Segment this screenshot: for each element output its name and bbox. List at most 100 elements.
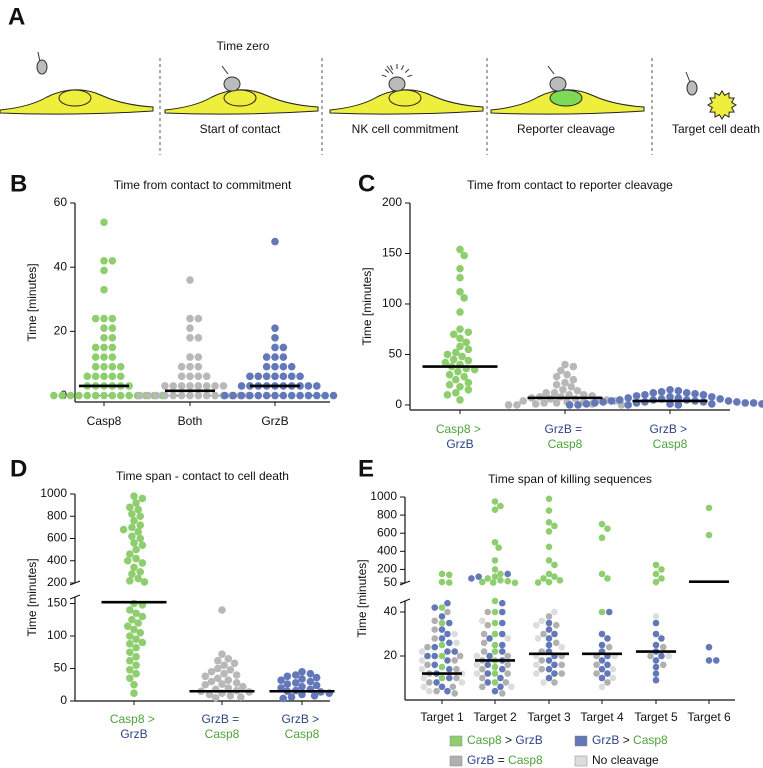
data-point: [91, 314, 100, 323]
data-point: [460, 251, 468, 260]
data-point: [758, 400, 763, 408]
data-point: [451, 648, 459, 655]
data-point: [504, 661, 512, 669]
data-point: [108, 256, 117, 265]
data-point: [279, 372, 288, 381]
data-point: [220, 661, 228, 670]
data-point: [552, 621, 560, 629]
data-point: [478, 665, 486, 673]
data-point: [464, 345, 473, 354]
data-point: [545, 543, 553, 551]
data-point: [569, 362, 578, 371]
data-point: [532, 621, 540, 629]
data-point: [420, 683, 428, 691]
data-point: [749, 399, 758, 407]
data-point: [551, 679, 558, 686]
data-point: [152, 391, 161, 400]
data-point: [598, 534, 606, 542]
data-point: [484, 621, 492, 629]
data-point: [277, 676, 285, 684]
data-point: [486, 635, 493, 642]
y-axis-label: Time [minutes]: [355, 559, 369, 637]
data-point: [119, 525, 128, 534]
data-point: [262, 372, 271, 381]
x-tick-label: GrzB: [261, 414, 288, 428]
data-point: [545, 657, 553, 664]
data-point: [431, 604, 439, 611]
data-point: [83, 372, 92, 381]
data-point: [604, 575, 611, 582]
data-point: [100, 266, 108, 275]
data-point: [116, 391, 125, 400]
data-point: [724, 397, 733, 405]
data-point: [632, 392, 641, 400]
data-point: [538, 665, 546, 673]
data-point: [221, 391, 229, 400]
data-point: [532, 670, 540, 677]
label-line: Casp8: [548, 437, 583, 451]
data-point: [58, 391, 66, 400]
y-tick-label: 100: [47, 628, 67, 642]
data-point: [291, 671, 300, 679]
data-point: [674, 401, 683, 409]
data-point: [652, 670, 660, 677]
data-point: [136, 628, 145, 637]
data-point: [624, 394, 632, 402]
y-tick-label: 800: [47, 508, 67, 522]
data-point: [144, 391, 152, 400]
x-tick-label: Target 4: [580, 710, 624, 724]
legend-label: Casp8 > GrzB: [467, 733, 543, 747]
data-point: [224, 654, 233, 663]
data-point: [298, 690, 306, 699]
data-point: [438, 613, 446, 620]
data-point: [604, 679, 611, 686]
data-point: [540, 630, 547, 638]
data-point: [609, 665, 617, 673]
data-point: [226, 666, 235, 674]
y-tick-label: 200: [382, 195, 402, 209]
data-point: [201, 680, 210, 689]
data-point: [130, 689, 138, 697]
label-word: >: [505, 733, 512, 747]
data-point: [136, 521, 145, 529]
data-point: [456, 308, 464, 316]
data-point: [498, 630, 506, 638]
data-point: [462, 338, 471, 347]
data-point: [418, 657, 426, 664]
data-point: [126, 550, 134, 558]
data-point: [593, 670, 600, 677]
data-point: [491, 498, 499, 505]
data-point: [214, 656, 222, 665]
data-point: [224, 676, 233, 684]
data-point: [598, 683, 606, 691]
data-point: [538, 617, 546, 625]
y-tick-label: 0: [60, 693, 67, 707]
data-point: [478, 578, 486, 586]
data-point: [491, 619, 499, 627]
legend-label: GrzB = Casp8: [467, 753, 543, 767]
label-word: Casp8: [467, 733, 502, 747]
label-word: No: [592, 753, 608, 767]
data-point: [452, 348, 460, 357]
data-point: [271, 237, 279, 246]
y-tick-label: 20: [54, 324, 68, 338]
data-point: [491, 557, 499, 564]
data-point: [545, 578, 553, 586]
data-point: [438, 578, 446, 586]
data-point: [186, 362, 194, 371]
data-point: [186, 334, 194, 342]
data-point: [194, 334, 203, 342]
data-point: [473, 661, 481, 669]
label-line: Casp8: [285, 727, 320, 741]
data-point: [66, 391, 75, 400]
data-point: [136, 568, 145, 576]
data-point: [552, 372, 561, 381]
data-point: [458, 679, 466, 686]
data-point: [438, 604, 446, 611]
data-point: [456, 325, 464, 334]
data-point: [598, 570, 606, 578]
label-word: GrzB: [467, 753, 494, 767]
data-point: [126, 640, 134, 648]
data-point: [130, 680, 138, 689]
